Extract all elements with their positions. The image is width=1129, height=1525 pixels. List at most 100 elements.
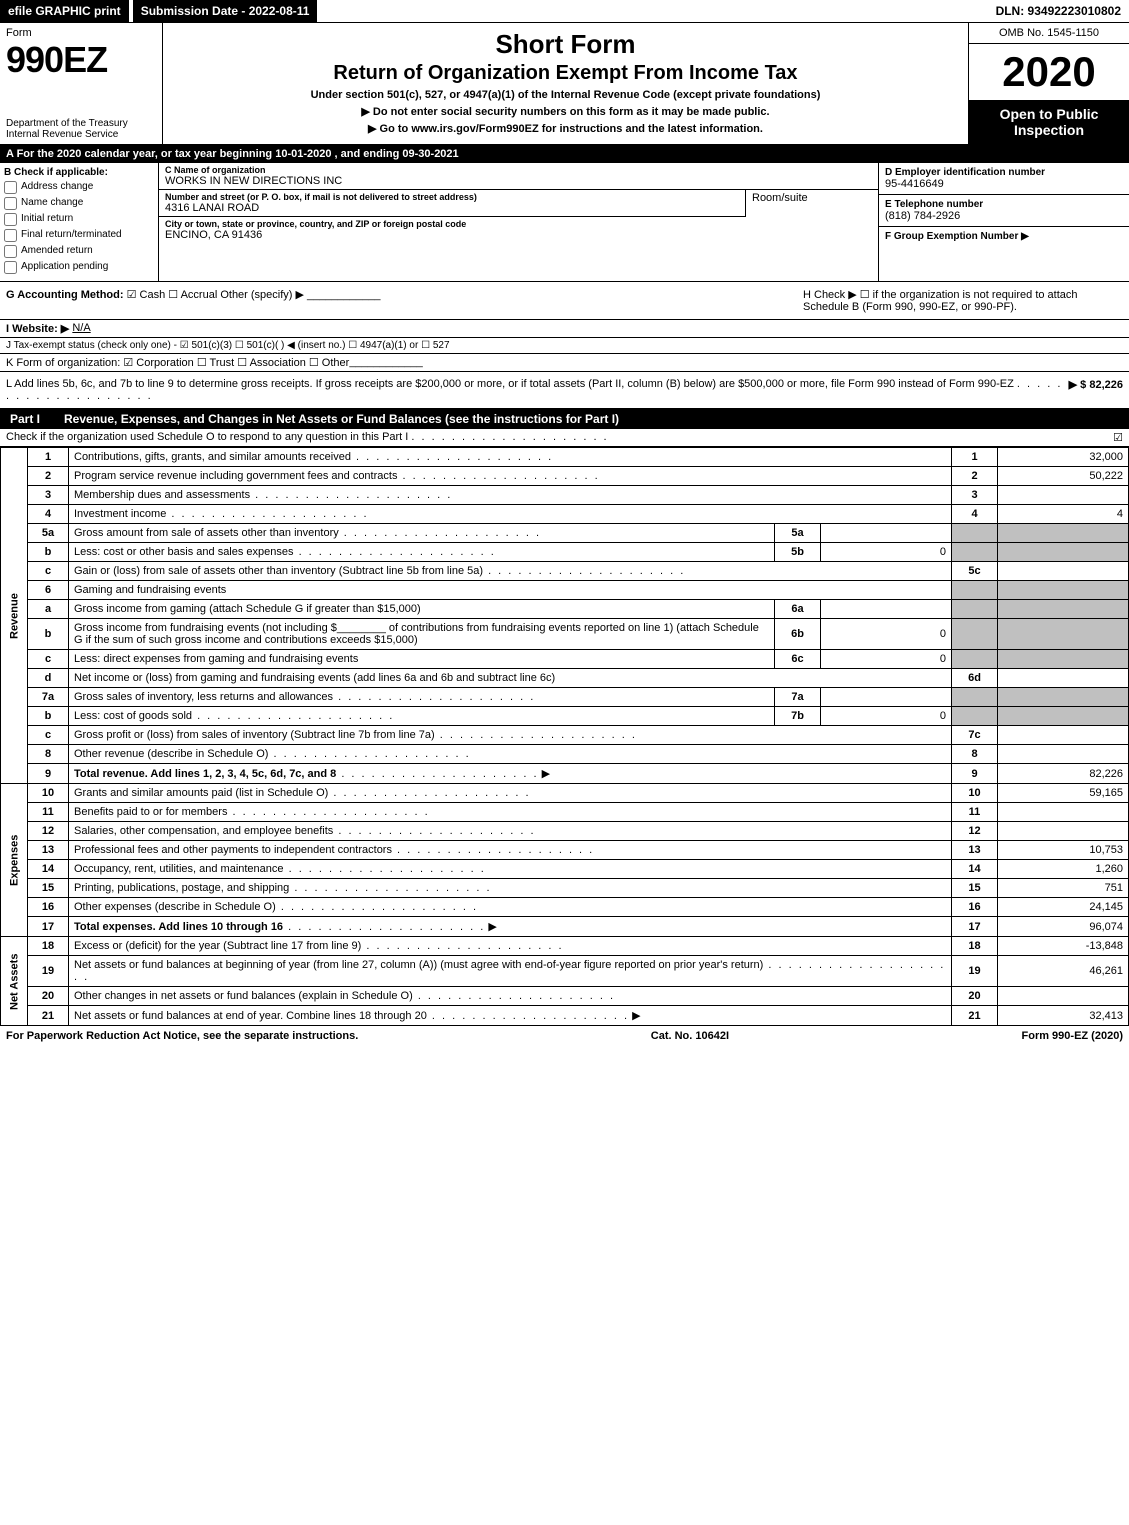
shaded-cell: [998, 600, 1129, 619]
checkbox-input[interactable]: [4, 181, 17, 194]
line-num: 7a: [28, 688, 69, 707]
line-15-amt: 751: [998, 879, 1129, 898]
checkbox-initial-return[interactable]: Initial return: [4, 213, 154, 226]
dept-treasury: Department of the Treasury: [6, 118, 156, 129]
line-num: 12: [28, 822, 69, 841]
line-5a-sub: 5a: [775, 524, 821, 543]
line-num: b: [28, 543, 69, 562]
city-label: City or town, state or province, country…: [165, 219, 872, 229]
g-accrual: Accrual: [168, 289, 217, 301]
line-5a-subamt: [821, 524, 952, 543]
line-16-desc: Other expenses (describe in Schedule O): [69, 898, 952, 917]
header-right: OMB No. 1545-1150 2020 Open to Public In…: [969, 23, 1129, 144]
line-12-num: 12: [952, 822, 998, 841]
line-num: 2: [28, 467, 69, 486]
line-7c-amt: [998, 726, 1129, 745]
checkbox-address-change[interactable]: Address change: [4, 181, 154, 194]
top-bar-left: efile GRAPHIC print Submission Date - 20…: [0, 0, 317, 22]
checkbox-input[interactable]: [4, 213, 17, 226]
line-6b-desc: Gross income from fundraising events (no…: [69, 619, 775, 650]
room-label: Room/suite: [752, 192, 872, 204]
k-form-org-row: K Form of organization: ☑ Corporation ☐ …: [0, 354, 1129, 372]
irs-label: Internal Revenue Service: [6, 129, 156, 140]
line-3-num: 3: [952, 486, 998, 505]
entity-block: B Check if applicable: Address change Na…: [0, 163, 1129, 282]
box-b-header: B Check if applicable:: [4, 167, 154, 178]
checkbox-final-return[interactable]: Final return/terminated: [4, 229, 154, 242]
header-center: Short Form Return of Organization Exempt…: [163, 23, 969, 144]
line-21-num: 21: [952, 1006, 998, 1026]
line-6d-desc: Net income or (loss) from gaming and fun…: [69, 669, 952, 688]
org-name-cell: C Name of organization WORKS IN NEW DIRE…: [159, 163, 878, 190]
shaded-cell: [952, 581, 998, 600]
part-1-heading: Revenue, Expenses, and Changes in Net As…: [64, 412, 619, 426]
form-number: 990EZ: [6, 39, 156, 81]
line-num: 6: [28, 581, 69, 600]
checkbox-input[interactable]: [4, 197, 17, 210]
entity-mid: C Name of organization WORKS IN NEW DIRE…: [159, 163, 878, 281]
part-1-check-mark: ☑: [1113, 431, 1123, 444]
line-num: 3: [28, 486, 69, 505]
line-7b-desc: Less: cost of goods sold: [69, 707, 775, 726]
line-num: 5a: [28, 524, 69, 543]
line-7b-subamt: 0: [821, 707, 952, 726]
checkbox-label: Final return/terminated: [21, 229, 122, 240]
ein-cell: D Employer identification number 95-4416…: [879, 163, 1129, 195]
shaded-cell: [998, 688, 1129, 707]
checkbox-input[interactable]: [4, 245, 17, 258]
line-2-amt: 50,222: [998, 467, 1129, 486]
e-phone-label: E Telephone number: [885, 199, 1123, 210]
side-revenue-label: Revenue: [1, 448, 28, 784]
checkbox-label: Name change: [21, 197, 83, 208]
d-ein-value: 95-4416649: [885, 178, 1123, 190]
line-num: c: [28, 650, 69, 669]
line-4-amt: 4: [998, 505, 1129, 524]
checkbox-amended-return[interactable]: Amended return: [4, 245, 154, 258]
c-name-label: C Name of organization: [165, 165, 872, 175]
line-10-amt: 59,165: [998, 784, 1129, 803]
line-5b-subamt: 0: [821, 543, 952, 562]
period-begin: 10-01-2020: [275, 148, 331, 160]
tax-year: 2020: [969, 44, 1129, 100]
street-label: Number and street (or P. O. box, if mail…: [165, 192, 739, 202]
l-gross-receipts-row: L Add lines 5b, 6c, and 7b to line 9 to …: [0, 372, 1129, 409]
line-17-amt: 96,074: [998, 917, 1129, 937]
checkbox-application-pending[interactable]: Application pending: [4, 261, 154, 274]
line-num: 18: [28, 937, 69, 956]
checkbox-input[interactable]: [4, 261, 17, 274]
checkbox-name-change[interactable]: Name change: [4, 197, 154, 210]
line-2-num: 2: [952, 467, 998, 486]
room-cell: Room/suite: [746, 190, 878, 217]
city-cell: City or town, state or province, country…: [159, 217, 878, 243]
shaded-cell: [952, 688, 998, 707]
line-11-num: 11: [952, 803, 998, 822]
line-18-amt: -13,848: [998, 937, 1129, 956]
l-text: L Add lines 5b, 6c, and 7b to line 9 to …: [6, 378, 1014, 390]
form-word: Form: [6, 27, 156, 39]
shaded-cell: [952, 543, 998, 562]
street-value: 4316 LANAI ROAD: [165, 202, 739, 214]
i-value: N/A: [72, 322, 90, 335]
line-5c-amt: [998, 562, 1129, 581]
line-8-desc: Other revenue (describe in Schedule O): [69, 745, 952, 764]
i-website-row: I Website: ▶ N/A: [0, 320, 1129, 338]
checkbox-input[interactable]: [4, 229, 17, 242]
street-row: Number and street (or P. O. box, if mail…: [159, 190, 878, 217]
line-21-desc: Net assets or fund balances at end of ye…: [69, 1006, 952, 1026]
line-18-desc: Excess or (deficit) for the year (Subtra…: [69, 937, 952, 956]
l-amount: ▶ $ 82,226: [1069, 378, 1123, 402]
line-6d-amt: [998, 669, 1129, 688]
phone-cell: E Telephone number (818) 784-2926: [879, 195, 1129, 227]
line-num: 1: [28, 448, 69, 467]
j-label: J Tax-exempt status (check only one) - ☑…: [6, 340, 450, 351]
goto-link[interactable]: ▶ Go to www.irs.gov/Form990EZ for instru…: [173, 122, 958, 135]
d-ein-label: D Employer identification number: [885, 167, 1123, 178]
line-num: 16: [28, 898, 69, 917]
shaded-cell: [998, 650, 1129, 669]
g-cash-checked: Cash: [127, 289, 166, 301]
line-4-desc: Investment income: [69, 505, 952, 524]
line-13-num: 13: [952, 841, 998, 860]
line-7a-sub: 7a: [775, 688, 821, 707]
part-1-check-dots: [411, 431, 608, 443]
header-left: Form 990EZ Department of the Treasury In…: [0, 23, 163, 144]
